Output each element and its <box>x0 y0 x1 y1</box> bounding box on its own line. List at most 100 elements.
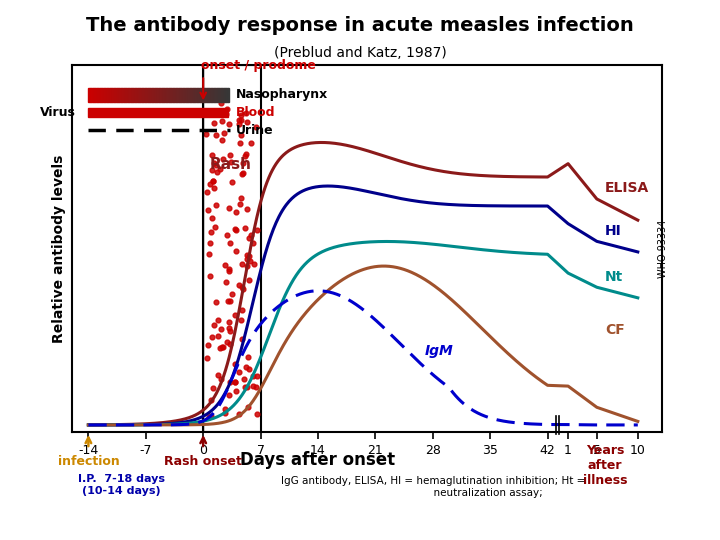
Point <box>229 310 240 319</box>
Bar <box>168 88 170 102</box>
Bar <box>190 88 192 102</box>
Point <box>203 250 215 259</box>
Bar <box>135 88 136 102</box>
Point <box>248 259 260 268</box>
Point <box>212 315 223 324</box>
Bar <box>198 88 199 102</box>
Point <box>243 364 255 373</box>
Bar <box>163 88 164 102</box>
Point <box>235 111 246 119</box>
Bar <box>143 88 145 102</box>
Point <box>234 138 246 147</box>
Point <box>233 368 245 376</box>
Point <box>221 105 233 113</box>
Point <box>202 205 214 214</box>
Point <box>233 280 244 289</box>
Point <box>243 353 254 362</box>
Point <box>238 285 249 293</box>
Bar <box>179 88 180 102</box>
Point <box>205 411 217 420</box>
Text: Days after onset: Days after onset <box>240 451 395 469</box>
Bar <box>136 88 138 102</box>
Point <box>242 403 253 411</box>
Text: The antibody response in acute measles infection: The antibody response in acute measles i… <box>86 16 634 35</box>
Point <box>243 276 255 285</box>
Bar <box>101 88 102 102</box>
Bar <box>108 88 109 102</box>
Point <box>226 178 238 186</box>
Point <box>210 298 221 307</box>
Bar <box>104 88 105 102</box>
Bar <box>224 88 225 102</box>
Bar <box>91 88 93 102</box>
Bar <box>98 88 99 102</box>
Point <box>248 372 259 381</box>
Bar <box>205 88 207 102</box>
Bar <box>186 88 187 102</box>
Text: Nasopharynx: Nasopharynx <box>236 89 328 102</box>
Point <box>240 152 251 160</box>
Point <box>208 320 220 329</box>
Text: Urine: Urine <box>236 124 274 137</box>
Bar <box>146 88 148 102</box>
Point <box>207 177 219 185</box>
Point <box>230 226 242 235</box>
Point <box>234 116 246 124</box>
Bar <box>164 88 166 102</box>
Point <box>245 256 256 265</box>
Point <box>214 106 225 115</box>
Point <box>206 333 217 341</box>
Bar <box>204 88 205 102</box>
Point <box>203 413 215 421</box>
Bar <box>166 88 167 102</box>
Text: Nt: Nt <box>605 269 624 284</box>
Bar <box>156 88 158 102</box>
Point <box>223 204 235 213</box>
Bar <box>218 88 220 102</box>
Bar <box>102 88 104 102</box>
Point <box>220 405 231 414</box>
Bar <box>111 88 112 102</box>
Point <box>202 341 214 350</box>
Point <box>224 297 235 306</box>
Point <box>204 180 216 188</box>
Bar <box>149 88 150 102</box>
Point <box>238 159 249 167</box>
Bar <box>128 88 129 102</box>
Bar <box>152 88 153 102</box>
Bar <box>139 88 140 102</box>
Point <box>207 177 219 186</box>
Bar <box>107 88 108 102</box>
Bar <box>138 88 139 102</box>
Bar <box>153 88 155 102</box>
Bar <box>155 88 156 102</box>
Bar <box>170 88 171 102</box>
Point <box>210 201 222 210</box>
Bar <box>112 88 114 102</box>
Point <box>222 318 234 326</box>
Bar <box>122 88 124 102</box>
Point <box>205 227 217 236</box>
Point <box>200 130 212 139</box>
Point <box>251 372 262 381</box>
Point <box>233 410 245 419</box>
Text: (Preblud and Katz, 1987): (Preblud and Katz, 1987) <box>274 46 446 60</box>
Point <box>233 120 245 129</box>
Point <box>247 239 258 248</box>
Text: HI: HI <box>605 224 622 238</box>
Point <box>220 261 231 269</box>
Point <box>222 297 234 306</box>
Bar <box>195 88 197 102</box>
Point <box>210 222 221 231</box>
Point <box>240 382 252 391</box>
Point <box>230 207 242 216</box>
Point <box>215 98 227 107</box>
Bar <box>197 88 198 102</box>
Point <box>220 278 232 286</box>
Point <box>247 382 258 390</box>
Bar <box>181 88 183 102</box>
Bar <box>120 88 121 102</box>
Text: Rash: Rash <box>210 157 252 172</box>
Point <box>240 117 252 126</box>
Point <box>237 282 248 291</box>
